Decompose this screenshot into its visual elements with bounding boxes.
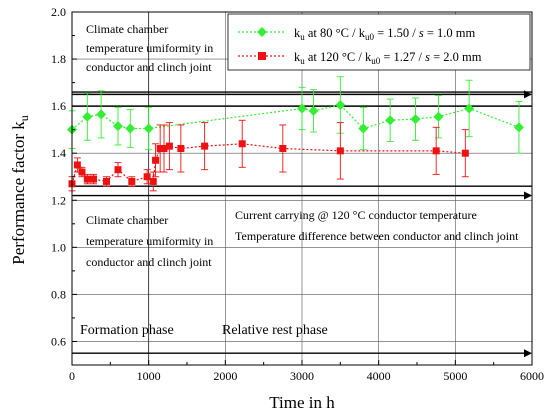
legend-120c-marker <box>258 52 266 60</box>
annotation-climate-top: Climate chamber temperature umiformity i… <box>86 22 213 74</box>
legend-80c-mid: at 80 °C / k <box>305 26 366 40</box>
y-tick-label-0.6: 0.6 <box>51 334 66 348</box>
series-80c-point <box>335 99 346 110</box>
axis-ticks: 0 1000 2000 3000 4000 5000 6000 0.6 0.8 1.0 1.2 1.4… <box>51 5 544 383</box>
legend-80c-s: s <box>419 26 424 40</box>
series-120c-point <box>165 142 173 150</box>
series-80c-point <box>125 123 136 134</box>
series-80c-point <box>410 114 421 125</box>
y-axis-title-main: Performance factor k <box>9 121 28 265</box>
series-120c-point <box>156 144 164 152</box>
x-tick-label-3000: 3000 <box>290 369 314 383</box>
current-line1: Current carrying @ 120 °C conductor temp… <box>235 208 477 222</box>
y-tick-label-1.0: 1.0 <box>51 240 66 254</box>
series-80c-point <box>385 115 396 126</box>
series-120c-point <box>201 142 209 150</box>
legend-80c-marker <box>257 27 267 37</box>
legend-entry-80c: ku at 80 °C / ku0 = 1.50 / s = 1.0 mm <box>238 26 476 42</box>
series-120c-point <box>149 177 157 185</box>
legend-box <box>227 13 531 71</box>
legend-entry-120c: ku at 120 °C / ku0 = 1.27 / s = 2.0 mm <box>238 50 482 66</box>
climate-bottom-line2: temperature umiformity in <box>86 234 213 248</box>
series-120c-point <box>152 156 160 164</box>
series-120c-point <box>336 147 344 155</box>
y-tick-label-1.8: 1.8 <box>51 52 66 66</box>
series-120c-point <box>83 175 91 183</box>
x-tick-label-5000: 5000 <box>443 369 467 383</box>
rest-phase-label: Relative rest phase <box>222 323 328 338</box>
climate-top-line2: temperature umiformity in <box>86 41 213 55</box>
series-120c-point <box>461 149 469 157</box>
series-120c-point <box>78 168 86 176</box>
climate-bottom-line1: Climate chamber <box>86 213 168 227</box>
legend-120c-end: = 2.0 mm <box>430 50 482 64</box>
series-80c-point <box>143 123 154 134</box>
legend-120c-label: ku at 120 °C / ku0 = 1.27 / s = 2.0 mm <box>294 50 482 66</box>
legend-80c-end: = 1.0 mm <box>424 26 476 40</box>
legend-120c-s: s <box>425 50 430 64</box>
legend-120c-k: k <box>294 50 301 64</box>
y-axis-title: Performance factor ku <box>9 115 31 264</box>
climate-top-line3: conductor and clinch joint <box>86 60 212 74</box>
y-tick-label-2.0: 2.0 <box>51 5 66 19</box>
series-120c-point <box>89 175 97 183</box>
climate-bottom-line3: conductor and clinch joint <box>86 255 212 269</box>
y-axis-title-sub: u <box>17 115 31 121</box>
y-tick-label-1.4: 1.4 <box>51 146 66 160</box>
climate-top-line1: Climate chamber <box>86 22 168 36</box>
y-tick-label-1.2: 1.2 <box>51 193 66 207</box>
legend-120c-sub: u <box>300 56 305 66</box>
series-80c-point <box>96 109 107 120</box>
x-tick-label-1000: 1000 <box>137 369 161 383</box>
x-tick-label-0: 0 <box>69 369 75 383</box>
legend: ku at 80 °C / ku0 = 1.50 / s = 1.0 mm ku… <box>227 13 531 71</box>
x-tick-label-6000: 6000 <box>520 369 544 383</box>
legend-120c-tail: = 1.27 / <box>380 50 425 64</box>
series-80c-point <box>433 111 444 122</box>
legend-120c-sub2: u0 <box>371 56 381 66</box>
series-80c-point <box>113 121 123 132</box>
series-120c-point <box>128 177 136 185</box>
series-80c-point <box>308 105 319 116</box>
current-line2: Temperature difference between conductor… <box>235 229 519 243</box>
legend-80c-tail: = 1.50 / <box>374 26 419 40</box>
series-120c <box>68 119 469 192</box>
series-120c-point <box>143 173 151 181</box>
legend-80c-k: k <box>294 26 301 40</box>
legend-80c-sub2: u0 <box>365 32 375 42</box>
x-tick-label-4000: 4000 <box>367 369 391 383</box>
series-120c-point <box>114 166 122 174</box>
series-120c-point <box>177 144 185 152</box>
annotation-climate-bottom: Climate chamber temperature umiformity i… <box>86 213 213 269</box>
series-80c-line <box>71 104 520 131</box>
series-120c-point <box>432 147 440 155</box>
x-axis-title: Time in h <box>269 393 335 412</box>
series-80c-point <box>82 111 93 122</box>
series-120c-point <box>279 144 287 152</box>
formation-phase-label: Formation phase <box>80 323 174 338</box>
legend-120c-mid: at 120 °C / k <box>305 50 372 64</box>
series-80c-point <box>358 123 369 134</box>
series-120c-point <box>160 144 168 152</box>
series-120c-point <box>73 161 81 169</box>
series-120c-point <box>238 140 246 148</box>
legend-80c-label: ku at 80 °C / ku0 = 1.50 / s = 1.0 mm <box>294 26 476 42</box>
series-80c-point <box>464 103 475 114</box>
y-tick-label-0.8: 0.8 <box>51 287 66 301</box>
series-120c-point <box>103 177 110 185</box>
x-tick-label-2000: 2000 <box>213 369 237 383</box>
legend-80c-sub: u <box>300 32 305 42</box>
series-80c-point <box>297 103 307 114</box>
series-80c-point <box>513 122 524 133</box>
arrows <box>72 90 532 358</box>
annotation-current: Current carrying @ 120 °C conductor temp… <box>235 208 519 243</box>
y-tick-label-1.6: 1.6 <box>51 99 66 113</box>
